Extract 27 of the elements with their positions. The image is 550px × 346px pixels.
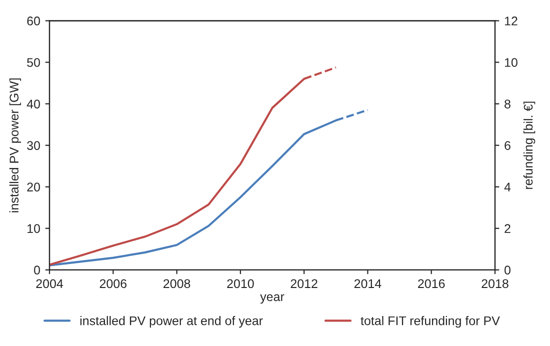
y-tick-label: 30 [27,141,40,150]
x-tick-label: 2010 [227,279,254,288]
x-tick-label: 2006 [100,279,126,288]
y-tick-label: 20 [27,182,40,192]
y-tick-label: 10 [28,224,40,234]
y-axis-title: installed PV power [GW] [9,78,22,212]
x-tick-label: 2008 [164,279,190,288]
x-tick-label: 2014 [354,279,382,288]
y-tick-label: 60 [27,16,40,26]
x-tick-label: 2016 [418,279,445,288]
x-axis-title: year [260,294,284,304]
legend-label: installed PV power at end of year [80,316,263,328]
y2-axis-title: refunding [bil. €] [523,102,536,189]
y-tick-label: 40 [26,100,40,108]
x-tick-label: 2012 [290,279,318,288]
y2-tick-label: 2 [504,224,510,233]
y2-tick-label: 8 [504,100,510,108]
y-tick-label: 0 [34,266,40,275]
y2-tick-label: 0 [504,266,510,275]
legend-label: total FIT refunding for PV [360,316,500,328]
y2-tick-label: 4 [504,182,511,192]
y-tick-label: 50 [27,58,40,67]
y2-tick-label: 12 [504,16,518,26]
x-tick-label: 2004 [36,279,64,288]
y2-tick-label: 10 [504,58,518,67]
x-tick-label: 2018 [482,279,508,288]
y2-tick-label: 6 [504,141,510,150]
